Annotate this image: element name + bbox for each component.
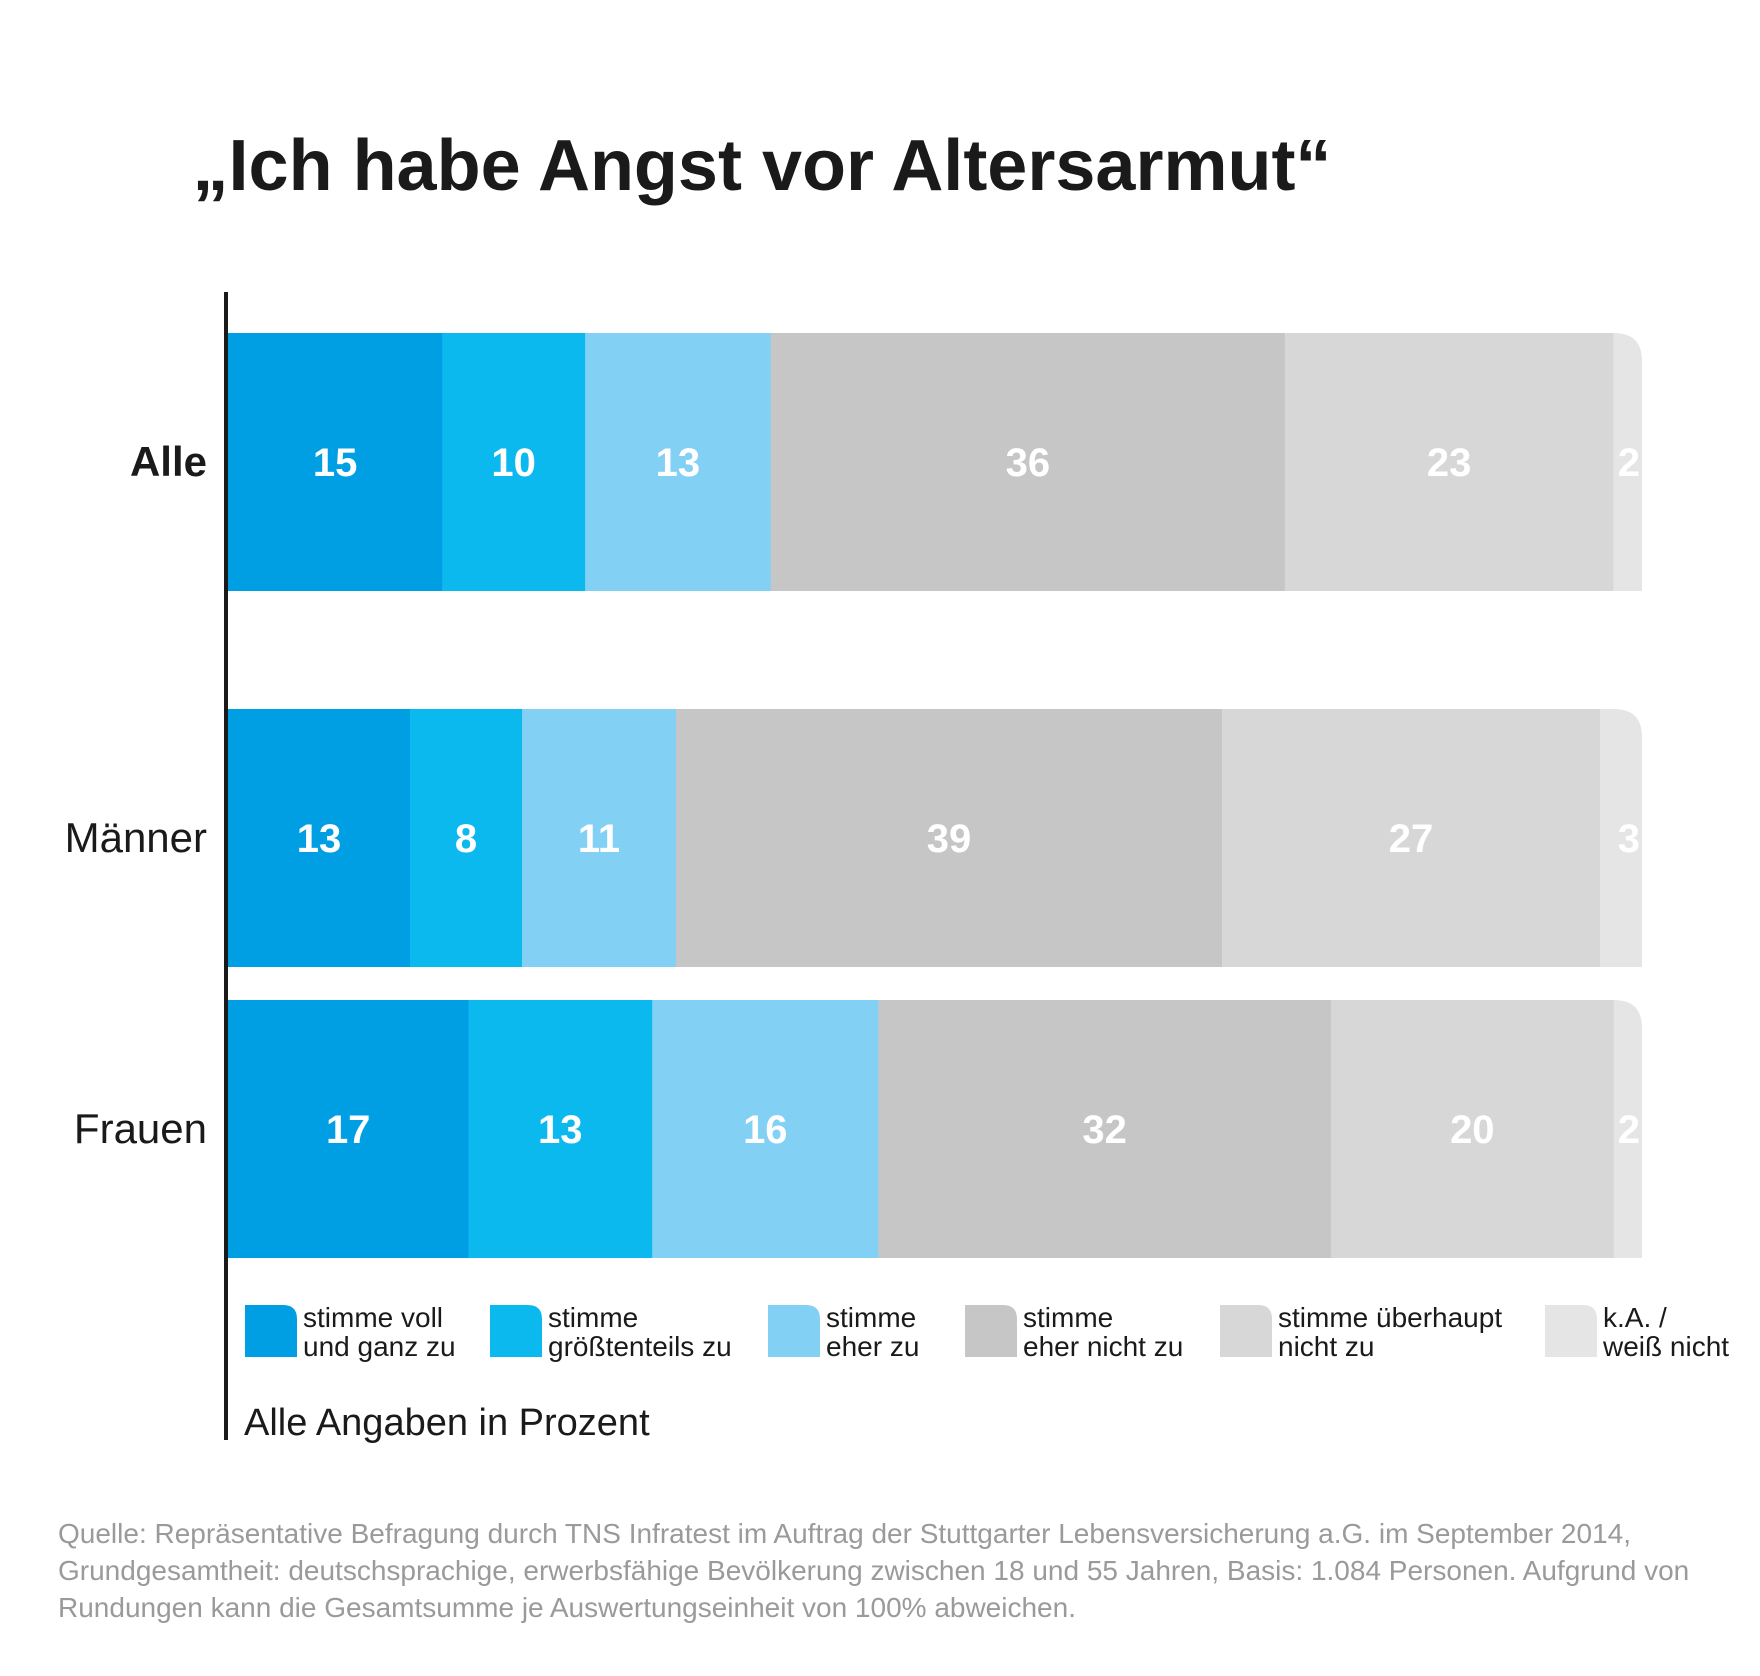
- bar-segment-maenner-stimme-eher-nicht-zu: [676, 709, 1223, 967]
- legend-label-stimme-groesstenteils-zu-line-1: stimme: [548, 1302, 638, 1333]
- value-label-maenner-k-a-weiss-nicht: 3: [1618, 817, 1640, 861]
- bar-segment-frauen-stimme-ueberhaupt-nicht-zu: [1330, 1000, 1615, 1258]
- legend-label-stimme-eher-zu-line-2: eher zu: [826, 1331, 919, 1362]
- legend-label-stimme-eher-nicht-zu-line-2: eher nicht zu: [1023, 1331, 1183, 1362]
- legend-label-stimme-eher-nicht-zu-line-1: stimme: [1023, 1302, 1113, 1333]
- bar-segment-alle-stimme-eher-zu: [585, 333, 772, 591]
- bar-segment-frauen-stimme-voll-und-ganz-zu: [228, 1000, 469, 1258]
- value-label-maenner-stimme-groesstenteils-zu: 8: [455, 817, 477, 861]
- bar-segment-alle-stimme-ueberhaupt-nicht-zu: [1284, 333, 1615, 591]
- value-label-alle-stimme-eher-zu: 13: [656, 441, 701, 485]
- legend-swatch-k-a-weiss-nicht: [1545, 1305, 1597, 1357]
- bar-segment-maenner-stimme-groesstenteils-zu: [410, 709, 523, 967]
- legend-swatch-stimme-eher-zu: [768, 1305, 820, 1357]
- value-label-frauen-stimme-voll-und-ganz-zu: 17: [326, 1108, 371, 1152]
- bar-segment-maenner-stimme-eher-zu: [522, 709, 677, 967]
- legend-label-k-a-weiss-nicht-line-2: weiß nicht: [1602, 1331, 1729, 1362]
- legend-label-stimme-voll-und-ganz-zu-line-1: stimme voll: [303, 1302, 443, 1333]
- bar-segment-maenner-stimme-ueberhaupt-nicht-zu: [1222, 709, 1601, 967]
- legend-swatch-stimme-groesstenteils-zu: [490, 1305, 542, 1357]
- bar-segment-alle-stimme-voll-und-ganz-zu: [228, 333, 443, 591]
- value-label-maenner-stimme-ueberhaupt-nicht-zu: 27: [1389, 817, 1434, 861]
- legend-label-k-a-weiss-nicht-line-1: k.A. /: [1603, 1302, 1667, 1333]
- bar-segment-frauen-k-a-weiss-nicht: [1613, 1000, 1642, 1258]
- bar-segment-alle-stimme-groesstenteils-zu: [442, 333, 586, 591]
- value-label-frauen-stimme-ueberhaupt-nicht-zu: 20: [1450, 1108, 1495, 1152]
- value-label-alle-stimme-ueberhaupt-nicht-zu: 23: [1427, 441, 1472, 485]
- bar-segment-maenner-stimme-voll-und-ganz-zu: [228, 709, 411, 967]
- bar-segment-frauen-stimme-groesstenteils-zu: [468, 1000, 653, 1258]
- bar-segment-frauen-stimme-eher-nicht-zu: [878, 1000, 1332, 1258]
- value-label-frauen-stimme-eher-nicht-zu: 32: [1082, 1108, 1127, 1152]
- category-label-alle: Alle: [130, 438, 207, 485]
- legend-swatch-stimme-eher-nicht-zu: [965, 1305, 1017, 1357]
- category-label-frauen: Frauen: [74, 1105, 207, 1152]
- value-label-alle-stimme-groesstenteils-zu: 10: [491, 441, 536, 485]
- value-label-frauen-k-a-weiss-nicht: 2: [1618, 1108, 1640, 1152]
- value-label-maenner-stimme-eher-zu: 11: [578, 817, 620, 861]
- source-note: Quelle: Repräsentative Befragung durch T…: [58, 1518, 1690, 1623]
- value-label-alle-k-a-weiss-nicht: 2: [1618, 441, 1640, 485]
- value-label-frauen-stimme-eher-zu: 16: [743, 1108, 788, 1152]
- bar-segment-maenner-k-a-weiss-nicht: [1600, 709, 1642, 967]
- bar-segment-alle-k-a-weiss-nicht: [1613, 333, 1642, 591]
- legend-label-stimme-eher-zu-line-1: stimme: [826, 1302, 916, 1333]
- value-label-frauen-stimme-groesstenteils-zu: 13: [538, 1108, 583, 1152]
- legend-label-stimme-groesstenteils-zu-line-2: größtenteils zu: [548, 1331, 732, 1362]
- category-label-maenner: Männer: [65, 814, 207, 861]
- value-label-alle-stimme-voll-und-ganz-zu: 15: [313, 441, 358, 485]
- legend-swatch-stimme-voll-und-ganz-zu: [245, 1305, 297, 1357]
- chart-title: „Ich habe Angst vor Altersarmut“: [193, 126, 1332, 206]
- bar-segment-alle-stimme-eher-nicht-zu: [770, 333, 1286, 591]
- legend-label-stimme-ueberhaupt-nicht-zu-line-1: stimme überhaupt: [1278, 1302, 1502, 1333]
- legend-label-stimme-ueberhaupt-nicht-zu-line-2: nicht zu: [1278, 1331, 1375, 1362]
- value-label-maenner-stimme-voll-und-ganz-zu: 13: [297, 817, 342, 861]
- unit-note: Alle Angaben in Prozent: [244, 1402, 650, 1444]
- legend-swatch-stimme-ueberhaupt-nicht-zu: [1220, 1305, 1272, 1357]
- bar-segment-frauen-stimme-eher-zu: [652, 1000, 880, 1258]
- legend-label-stimme-voll-und-ganz-zu-line-2: und ganz zu: [303, 1331, 456, 1362]
- value-label-maenner-stimme-eher-nicht-zu: 39: [927, 817, 972, 861]
- value-label-alle-stimme-eher-nicht-zu: 36: [1006, 441, 1051, 485]
